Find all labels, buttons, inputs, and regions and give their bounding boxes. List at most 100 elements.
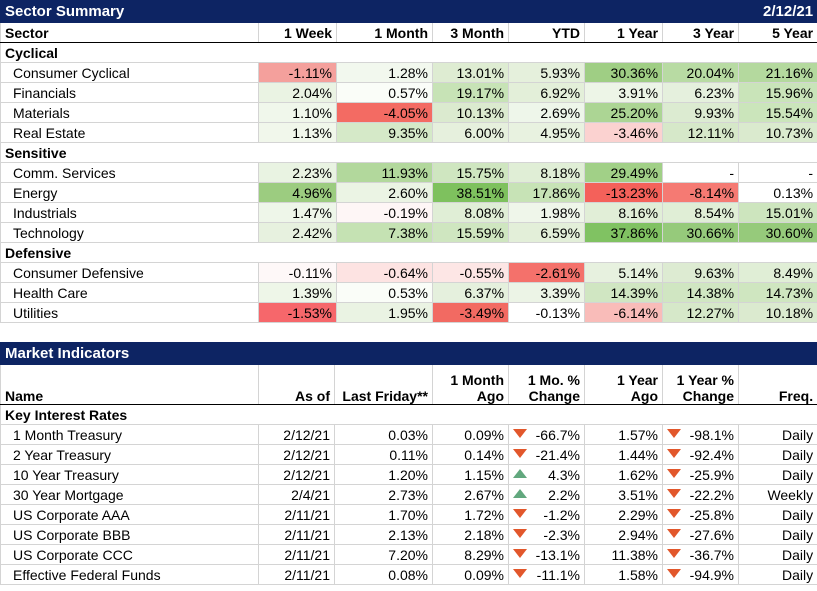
sector-value-cell: 3.91% — [584, 82, 664, 103]
sector-value-cell: -13.23% — [584, 182, 664, 203]
sector-value-cell: 14.73% — [738, 282, 817, 303]
sector-value-cell: 1.10% — [258, 102, 337, 123]
sector-name: Industrials — [0, 202, 259, 223]
table-row: Utilities -1.53% 1.95% -3.49% -0.13% -6.14% 12… — [0, 302, 817, 323]
sector-header-bar: Sector Summary 2/12/21 — [0, 0, 817, 23]
one-month-ago-value: 8.29% — [432, 544, 509, 565]
sector-value-cell: 8.54% — [662, 202, 740, 223]
down-arrow-icon — [667, 529, 681, 538]
sector-value-cell: 14.38% — [662, 282, 740, 303]
sector-value-cell: - — [662, 162, 740, 183]
group-row: Cyclical — [0, 42, 817, 63]
sector-value-cell: 6.59% — [508, 222, 586, 243]
change-value: -92.4% — [689, 446, 734, 463]
as-of-date: 2/12/21 — [258, 444, 335, 465]
sector-value-cell: 3.39% — [508, 282, 586, 303]
indicator-name: 1 Month Treasury — [0, 424, 259, 445]
sector-value-cell: 15.96% — [738, 82, 817, 103]
col-header-1-year-change: 1 Year % Change — [662, 364, 739, 405]
as-of-date: 2/11/21 — [258, 564, 335, 585]
frequency: Daily — [737, 464, 817, 485]
down-arrow-icon — [667, 549, 681, 558]
last-friday-value: 0.11% — [334, 444, 433, 465]
sector-value-cell: 37.86% — [584, 222, 664, 243]
one-month-change: 2.2% — [508, 484, 585, 505]
sector-name: Real Estate — [0, 122, 259, 143]
sector-value-cell: 12.27% — [662, 302, 740, 323]
indicator-name: US Corporate BBB — [0, 524, 259, 545]
sector-value-cell: 8.49% — [738, 262, 817, 283]
sector-value-cell: 15.75% — [431, 162, 510, 183]
one-year-ago-value: 2.94% — [584, 524, 663, 545]
up-arrow-icon — [513, 469, 527, 478]
change-value: -22.2% — [689, 486, 734, 503]
sector-value-cell: 8.18% — [508, 162, 586, 183]
market-indicators-title: Market Indicators — [0, 342, 817, 365]
last-friday-value: 0.08% — [334, 564, 433, 585]
group-label: Defensive — [0, 242, 817, 263]
sector-value-cell: 6.37% — [431, 282, 510, 303]
table-row: US Corporate AAA 2/11/21 1.70% 1.72% -1.2% 2.… — [0, 504, 817, 525]
sector-value-cell: -0.19% — [336, 202, 433, 223]
as-of-date: 2/11/21 — [258, 504, 335, 525]
one-month-change: -11.1% — [508, 564, 585, 585]
change-value: -27.6% — [689, 526, 734, 543]
sector-value-cell: 10.73% — [738, 122, 817, 143]
indicator-name: Effective Federal Funds — [0, 564, 259, 585]
col-header-1-year: 1 Year — [584, 22, 664, 43]
indicator-name: 30 Year Mortgage — [0, 484, 259, 505]
sector-value-cell: 17.86% — [508, 182, 586, 203]
sector-summary-table: Sector Summary 2/12/21 Sector 1 Week 1 M… — [0, 0, 817, 323]
change-value: -11.1% — [536, 566, 580, 583]
as-of-date: 2/12/21 — [258, 464, 335, 485]
sector-value-cell: 4.96% — [258, 182, 337, 203]
col-header-5-year: 5 Year — [738, 22, 817, 43]
sector-value-cell: 2.04% — [258, 82, 337, 103]
table-row: Consumer Defensive -0.11% -0.64% -0.55% -2.6… — [0, 262, 817, 283]
one-year-change: -92.4% — [662, 444, 739, 465]
one-month-change: -1.2% — [508, 504, 585, 525]
sector-value-cell: -0.13% — [508, 302, 586, 323]
last-friday-value: 2.73% — [334, 484, 433, 505]
sector-value-cell: 15.54% — [738, 102, 817, 123]
one-year-change: -27.6% — [662, 524, 739, 545]
down-arrow-icon — [667, 489, 681, 498]
table-row: 10 Year Treasury 2/12/21 1.20% 1.15% 4.3% 1.6… — [0, 464, 817, 485]
col-header-1-mo-change: 1 Mo. % Change — [508, 364, 585, 405]
table-row: Health Care 1.39% 0.53% 6.37% 3.39% 14.39% 14.… — [0, 282, 817, 303]
sector-column-headers: Sector 1 Week 1 Month 3 Month YTD 1 Year… — [0, 22, 817, 43]
sector-name: Energy — [0, 182, 259, 203]
table-row: Financials 2.04% 0.57% 19.17% 6.92% 3.91% 6.23… — [0, 82, 817, 103]
change-value: -21.4% — [535, 446, 580, 463]
indicator-name: US Corporate CCC — [0, 544, 259, 565]
table-row: Consumer Cyclical -1.11% 1.28% 13.01% 5.93% 3… — [0, 62, 817, 83]
sector-value-cell: 1.95% — [336, 302, 433, 323]
table-row: Technology 2.42% 7.38% 15.59% 6.59% 37.86% 30.… — [0, 222, 817, 243]
sector-name: Consumer Cyclical — [0, 62, 259, 83]
one-month-change: -66.7% — [508, 424, 585, 445]
sector-value-cell: 2.23% — [258, 162, 337, 183]
sector-value-cell: 1.28% — [336, 62, 433, 83]
change-value: -98.1% — [689, 426, 734, 443]
sector-name: Utilities — [0, 302, 259, 323]
group-label: Key Interest Rates — [0, 404, 817, 425]
sector-value-cell: 20.04% — [662, 62, 740, 83]
one-year-ago-value: 1.44% — [584, 444, 663, 465]
down-arrow-icon — [667, 469, 681, 478]
sector-summary-date: 2/12/21 — [508, 0, 817, 23]
sector-value-cell: 5.93% — [508, 62, 586, 83]
sector-value-cell: 29.49% — [584, 162, 664, 183]
market-indicators-table: Market Indicators Name As of Last Friday… — [0, 342, 817, 585]
sector-value-cell: -4.05% — [336, 102, 433, 123]
one-year-change: -25.9% — [662, 464, 739, 485]
up-arrow-icon — [513, 489, 527, 498]
one-month-ago-value: 0.14% — [432, 444, 509, 465]
market-column-headers: Name As of Last Friday** 1 Month Ago 1 Mo… — [0, 364, 817, 405]
one-month-change: 4.3% — [508, 464, 585, 485]
change-value: 2.2% — [548, 486, 580, 503]
frequency: Daily — [737, 524, 817, 545]
col-header-1-year-ago: 1 Year Ago — [584, 364, 663, 405]
sector-value-cell: 6.92% — [508, 82, 586, 103]
group-row-key-interest-rates: Key Interest Rates — [0, 404, 817, 425]
change-value: -2.3% — [543, 526, 580, 543]
